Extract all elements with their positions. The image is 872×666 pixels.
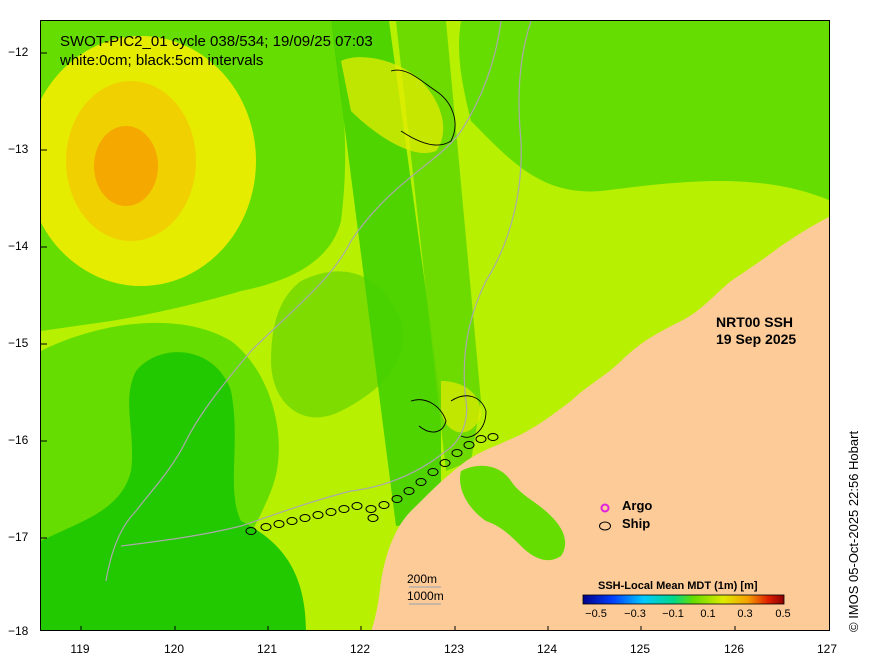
product-line-2: 19 Sep 2025 (716, 331, 797, 347)
ship-marker (463, 441, 475, 449)
bathymetry-200m (120, 21, 532, 547)
swot-swath-left (331, 21, 441, 526)
colorbar-tick: −0.3 (624, 608, 646, 620)
ssh-contour-black (390, 69, 456, 146)
y-tick-label: −18 (8, 624, 29, 638)
x-tick-label: 122 (349, 642, 371, 656)
x-tick-label: 121 (256, 642, 278, 656)
y-tick-label: −16 (8, 433, 29, 447)
ship-marker (403, 487, 415, 495)
ssh-contour-black-2 (410, 399, 447, 433)
x-tick-label: 126 (723, 642, 745, 656)
ship-marker (378, 501, 390, 509)
ship-marker (365, 505, 377, 513)
ship-marker (325, 508, 337, 516)
colorbar-tick: −0.1 (662, 608, 684, 620)
x-tick-label: 124 (536, 642, 558, 656)
product-line-1: NRT00 SSH (716, 314, 794, 330)
depth-label-1000m: 1000m (407, 589, 444, 603)
argo-legend-marker (600, 503, 610, 513)
y-tick-label: −17 (8, 530, 29, 544)
colorbar-title: SSH-Local Mean MDT (1m) [m] (598, 580, 758, 592)
title-line-2: white:0cm; black:5cm intervals (60, 52, 264, 69)
king-sound (460, 465, 566, 561)
ship-track (245, 433, 499, 535)
frame-ticks (41, 52, 736, 630)
y-tick-label: −13 (8, 142, 29, 156)
ship-marker (391, 495, 403, 503)
swot-swath-detail (341, 57, 444, 153)
title-line-1: SWOT-PIC2_01 cycle 038/534; 19/09/25 07:… (60, 33, 373, 50)
ssh-contour-black-3 (450, 395, 487, 438)
product-label: NRT00 SSH 19 Sep 2025 (716, 314, 796, 348)
ship-marker (451, 449, 463, 457)
ssh-orange-core (94, 126, 158, 206)
ship-marker (299, 514, 311, 522)
y-tick-label: −14 (8, 239, 29, 253)
ship-marker (245, 527, 257, 535)
map-canvas[interactable] (41, 21, 830, 631)
ship-marker (487, 433, 499, 441)
colorbar-tick: 0.1 (700, 608, 716, 620)
ship-marker (475, 435, 487, 443)
ship-marker (273, 520, 285, 528)
ship-marker (427, 468, 439, 476)
map-title: SWOT-PIC2_01 cycle 038/534; 19/09/25 07:… (60, 32, 373, 70)
ship-marker (312, 511, 324, 519)
ssh-green-north (459, 21, 829, 201)
ship-marker (415, 478, 427, 486)
x-tick-label: 127 (816, 642, 838, 656)
x-tick-label: 123 (443, 642, 465, 656)
ship-legend-label: Ship (622, 516, 651, 531)
ship-marker (439, 459, 451, 467)
colorbar (582, 594, 785, 605)
ssh-green-southwest-core (41, 352, 306, 630)
swot-swath-detail-2 (441, 381, 481, 433)
depth-label-200m: 200m (407, 572, 438, 586)
map-frame (40, 20, 830, 631)
argo-legend-label: Argo (622, 498, 653, 513)
colorbar-tick: 0.3 (737, 608, 753, 620)
y-tick-label: −15 (8, 336, 29, 350)
ship-marker (286, 517, 298, 525)
colorbar-tick: 0.5 (775, 608, 791, 620)
x-tick-label: 120 (163, 642, 185, 656)
bathymetry-1000m (105, 21, 502, 582)
ship-legend-marker (599, 521, 611, 531)
colorbar-tick: −0.5 (585, 608, 607, 620)
y-tick-label: −12 (8, 45, 29, 59)
ship-marker (367, 514, 379, 522)
x-tick-label: 125 (629, 642, 651, 656)
imos-credit: © IMOS 05-Oct-2025 22:56 Hobart (846, 430, 861, 632)
land-kimberley (371, 217, 829, 630)
x-tick-label: 119 (70, 642, 90, 656)
ship-marker (351, 502, 363, 510)
ship-marker (260, 523, 272, 531)
ship-marker (338, 505, 350, 513)
